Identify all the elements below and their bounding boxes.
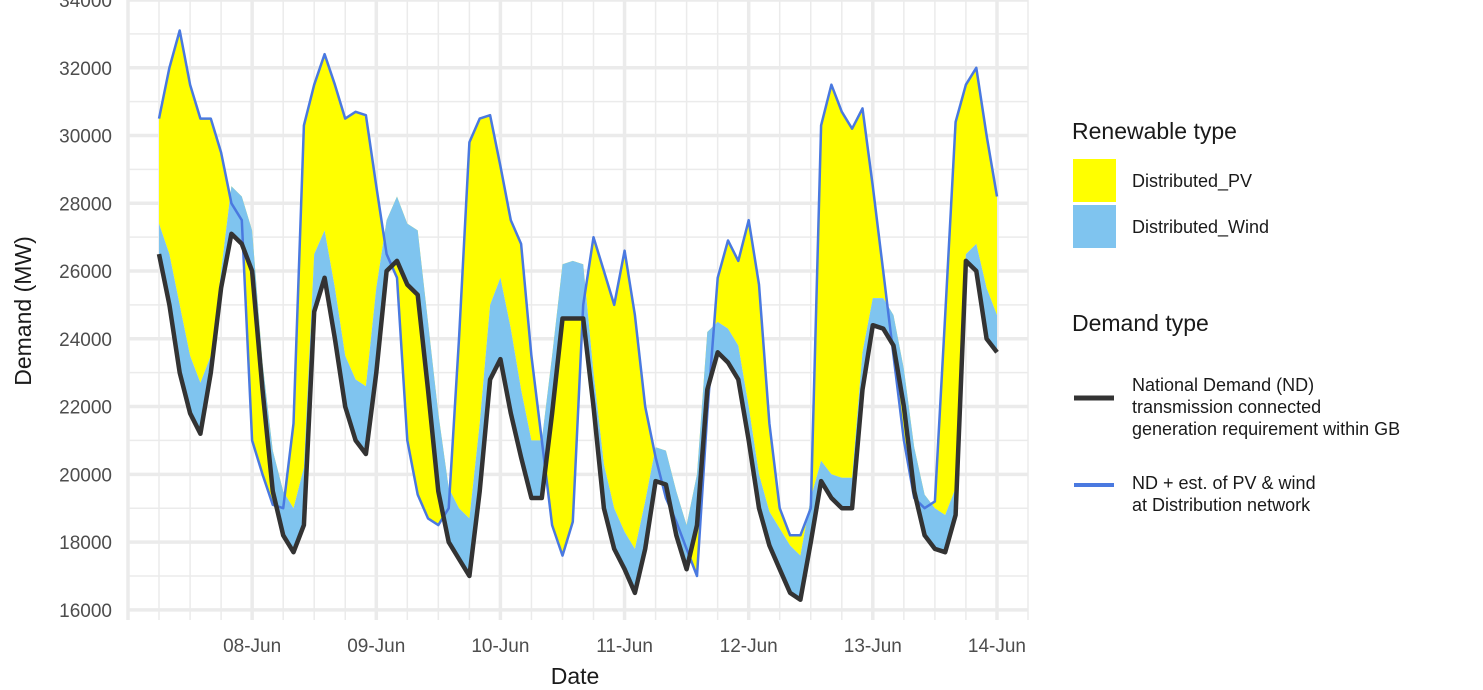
- x-tick-label: 11-Jun: [596, 636, 653, 657]
- legend: Renewable type Distributed_PV Distributed_…: [1072, 118, 1400, 515]
- legend-item-label: ND + est. of PV & wind: [1132, 473, 1316, 493]
- legend-title-demand: Demand type: [1072, 310, 1209, 336]
- legend-swatch: [1073, 205, 1116, 248]
- y-tick-label: 26000: [59, 262, 112, 283]
- x-tick-label: 13-Jun: [844, 636, 902, 657]
- x-tick-label: 14-Jun: [968, 636, 1026, 657]
- legend-title-renewable: Renewable type: [1072, 118, 1237, 144]
- legend-swatch: [1073, 159, 1116, 202]
- nd-plus-distributed-line: [157, 29, 999, 578]
- x-axis-tick-labels: 08-Jun 09-Jun 10-Jun 11-Jun 12-Jun 13-Jun 14-J…: [223, 636, 1026, 657]
- y-tick-label: 28000: [59, 194, 112, 215]
- legend-item-label: National Demand (ND): [1132, 375, 1314, 395]
- legend-item-label: Distributed_Wind: [1132, 217, 1269, 238]
- national-demand-line: [156, 231, 999, 602]
- x-tick-label: 12-Jun: [720, 636, 778, 657]
- legend-item-label: generation requirement within GB: [1132, 419, 1400, 439]
- x-axis-title: Date: [551, 663, 600, 689]
- y-axis-tick-labels: 16000 18000 20000 22000 24000 26000 28000 30000…: [59, 0, 112, 622]
- y-axis-title: Demand (MW): [10, 236, 36, 386]
- y-tick-label: 24000: [59, 330, 112, 351]
- legend-item-label: at Distribution network: [1132, 495, 1311, 515]
- y-tick-label: 20000: [59, 465, 112, 486]
- legend-item-label: Distributed_PV: [1132, 171, 1252, 192]
- y-tick-label: 34000: [59, 0, 112, 12]
- y-tick-label: 22000: [59, 398, 112, 419]
- legend-item-label: transmission connected: [1132, 397, 1321, 417]
- x-tick-label: 08-Jun: [223, 636, 281, 657]
- y-tick-label: 18000: [59, 533, 112, 554]
- y-tick-label: 30000: [59, 127, 112, 148]
- x-tick-label: 10-Jun: [471, 636, 529, 657]
- x-tick-label: 09-Jun: [347, 636, 405, 657]
- y-tick-label: 32000: [59, 59, 112, 80]
- stacked-areas: [156, 29, 999, 602]
- y-tick-label: 16000: [59, 601, 112, 622]
